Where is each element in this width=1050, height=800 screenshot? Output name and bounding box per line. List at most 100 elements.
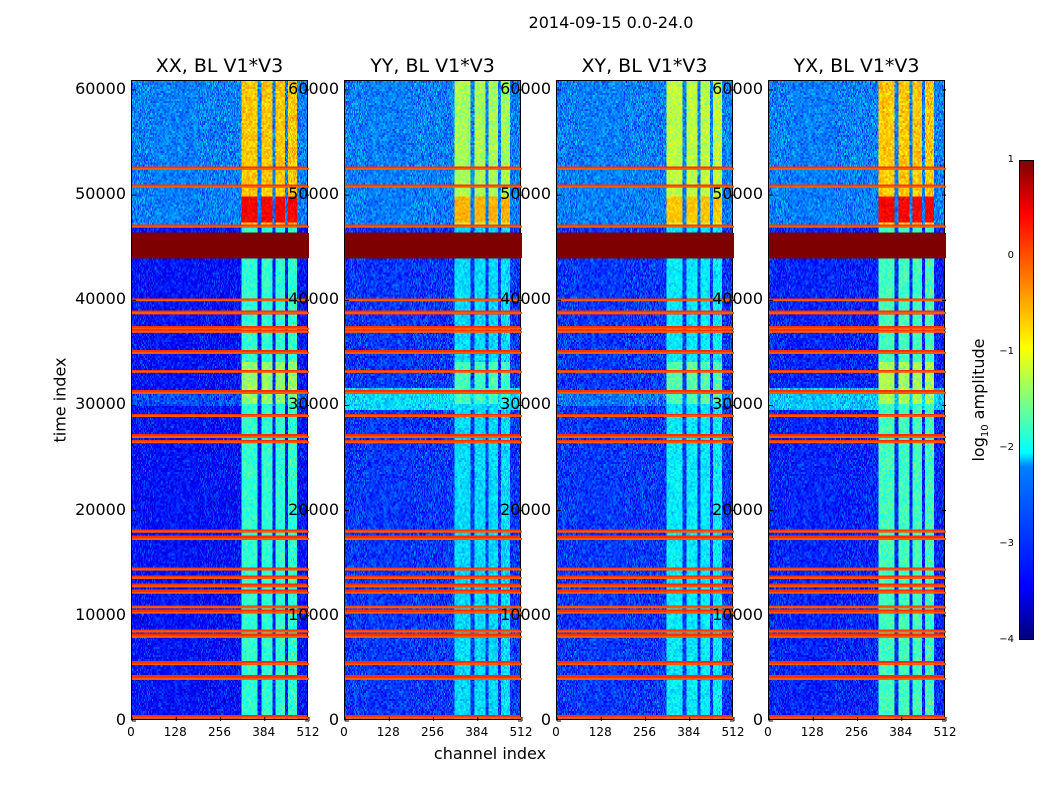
flagged-row <box>345 330 522 333</box>
flagged-row <box>132 441 309 444</box>
flagged-row <box>132 225 309 228</box>
flagged-row <box>132 414 309 417</box>
y-tick-label: 10000 <box>712 604 763 624</box>
panel-title: YY, BL V1*V3 <box>370 55 495 77</box>
flagged-row <box>769 351 946 354</box>
flagged-block <box>557 232 734 259</box>
flagged-row <box>345 327 522 330</box>
heatmap-overlay <box>131 89 310 722</box>
flagged-row <box>557 327 734 330</box>
flagged-row <box>345 391 522 394</box>
flagged-row <box>132 299 309 302</box>
heatmap-panel <box>131 80 310 722</box>
flagged-row <box>345 225 522 228</box>
flagged-row <box>769 436 946 439</box>
x-tick-label: 512 <box>933 725 957 739</box>
x-tick-label: 384 <box>252 725 276 739</box>
flagged-row <box>557 530 734 533</box>
flagged-row <box>345 351 522 354</box>
x-tick-label: 128 <box>800 725 824 739</box>
flagged-row <box>557 441 734 444</box>
y-tick-label: 40000 <box>712 289 763 309</box>
flagged-row <box>132 351 309 354</box>
flagged-row <box>769 568 946 571</box>
flagged-row <box>769 677 946 680</box>
flagged-row <box>132 585 309 588</box>
flagged-row <box>557 167 734 170</box>
y-tick-label: 60000 <box>75 78 126 98</box>
flagged-row <box>769 185 946 188</box>
flagged-row <box>132 327 309 330</box>
y-tick-label: 20000 <box>288 499 339 519</box>
flagged-row <box>557 611 734 614</box>
flagged-row <box>769 225 946 228</box>
flagged-row <box>345 591 522 594</box>
y-tick-label: 60000 <box>500 78 551 98</box>
flagged-row <box>345 185 522 188</box>
x-tick-label: 384 <box>889 725 913 739</box>
y-tick-label: 0 <box>115 710 126 729</box>
flagged-row <box>132 606 309 609</box>
heatmap-panel <box>768 80 947 722</box>
flagged-row <box>345 663 522 666</box>
colorbar-tick-label: −2 <box>999 442 1014 453</box>
flagged-row <box>769 585 946 588</box>
flagged-row <box>769 611 946 614</box>
flagged-row <box>557 436 734 439</box>
flagged-row <box>769 591 946 594</box>
flagged-row <box>769 576 946 579</box>
flagged-row <box>345 441 522 444</box>
flagged-row <box>345 299 522 302</box>
colorbar-label-sub: 10 <box>980 424 992 438</box>
x-tick-label: 384 <box>465 725 489 739</box>
flagged-row <box>557 311 734 314</box>
y-tick-label: 0 <box>752 710 763 729</box>
flagged-row <box>345 370 522 373</box>
flagged-row <box>557 677 734 680</box>
colorbar-tick-label: 1 <box>1007 154 1014 165</box>
flagged-row <box>769 635 946 638</box>
colorbar <box>1019 160 1034 640</box>
x-tick-label: 128 <box>588 725 612 739</box>
flagged-row <box>769 311 946 314</box>
y-tick-label: 40000 <box>75 289 126 309</box>
flagged-row <box>557 576 734 579</box>
y-tick-label: 50000 <box>288 184 339 204</box>
flagged-row <box>557 585 734 588</box>
heatmap-panel <box>344 80 523 722</box>
flagged-row <box>132 677 309 680</box>
flagged-row <box>132 635 309 638</box>
y-tick-label: 0 <box>540 710 551 729</box>
colorbar-label-log: log <box>968 437 988 462</box>
flagged-row <box>557 330 734 333</box>
x-tick-label: 256 <box>845 725 868 739</box>
flagged-row <box>345 530 522 533</box>
x-tick-label: 0 <box>764 725 772 739</box>
flagged-row <box>132 167 309 170</box>
x-axis-label: channel index <box>433 744 547 763</box>
flagged-row <box>557 391 734 394</box>
flagged-row <box>132 663 309 666</box>
flagged-row <box>132 436 309 439</box>
heatmap-overlay <box>556 89 735 722</box>
colorbar-tick-label: −1 <box>999 346 1014 357</box>
flagged-row <box>557 663 734 666</box>
x-tick-label: 0 <box>552 725 560 739</box>
flagged-row <box>345 585 522 588</box>
colorbar-tick-label: −3 <box>999 538 1014 549</box>
y-tick-label: 20000 <box>712 499 763 519</box>
y-tick-label: 20000 <box>500 499 551 519</box>
heatmap-panel <box>556 80 735 722</box>
flagged-row <box>132 370 309 373</box>
flagged-row <box>557 414 734 417</box>
flagged-block <box>345 232 522 259</box>
flagged-row <box>345 538 522 541</box>
y-tick-label: 10000 <box>500 604 551 624</box>
x-tick-label: 0 <box>340 725 348 739</box>
y-tick-label: 50000 <box>500 184 551 204</box>
flagged-row <box>557 370 734 373</box>
flagged-row <box>769 299 946 302</box>
flagged-row <box>769 391 946 394</box>
panel-title: XY, BL V1*V3 <box>581 55 708 77</box>
